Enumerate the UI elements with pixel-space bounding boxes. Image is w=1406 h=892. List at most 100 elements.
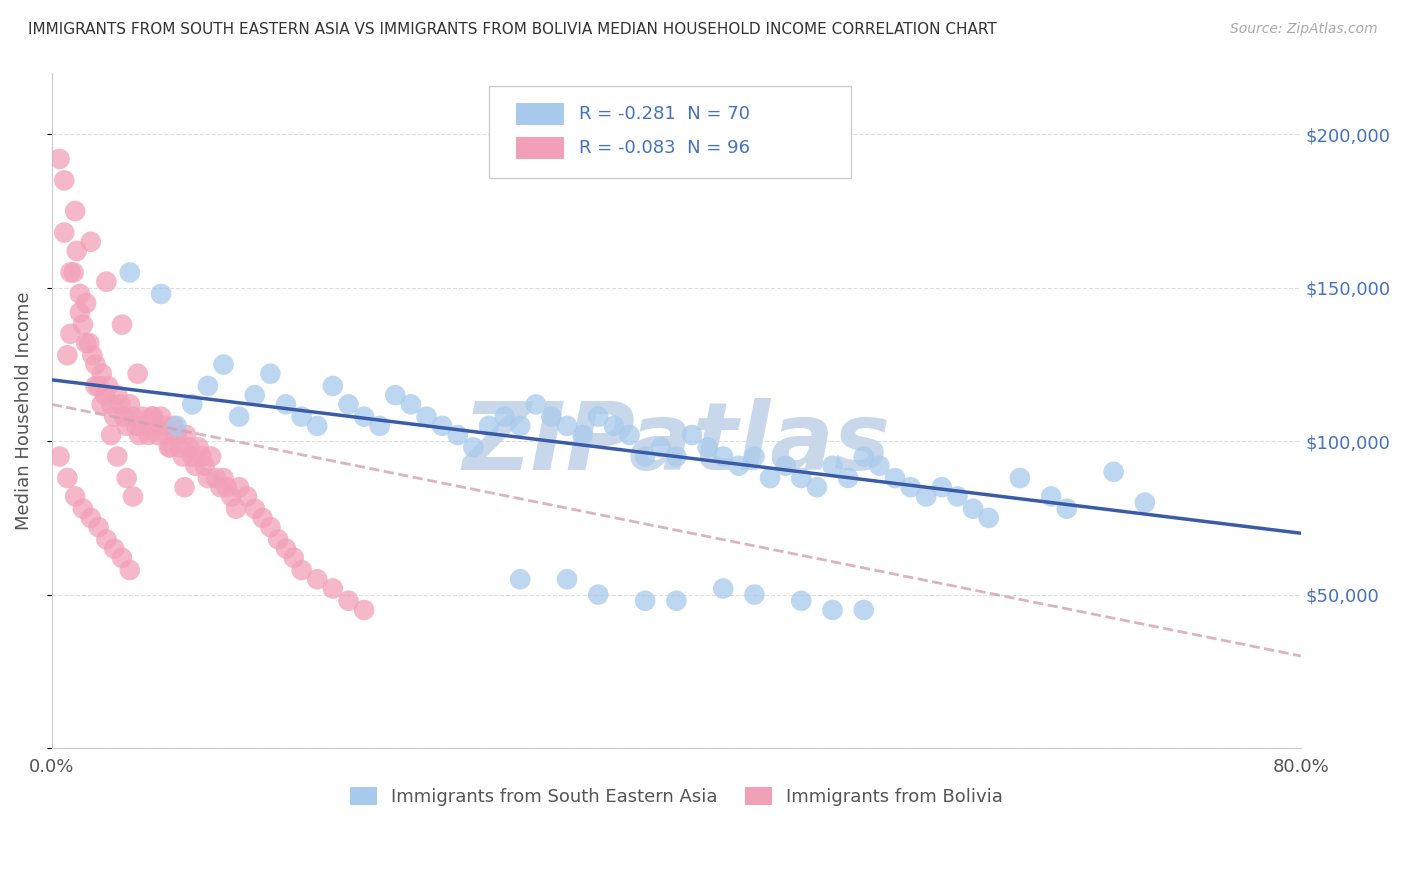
Point [744, 450, 766, 464]
Point [1102, 465, 1125, 479]
Point [509, 418, 531, 433]
Point [322, 582, 344, 596]
Point [243, 501, 266, 516]
Point [430, 418, 453, 433]
Point [179, 440, 201, 454]
FancyBboxPatch shape [489, 87, 851, 178]
Point [96, 275, 118, 289]
Point [128, 428, 150, 442]
Point [77, 336, 100, 351]
Point [103, 409, 125, 424]
Point [619, 428, 641, 442]
Point [87, 520, 110, 534]
Point [174, 428, 197, 442]
Point [759, 471, 782, 485]
Legend: Immigrants from South Eastern Asia, Immigrants from Bolivia: Immigrants from South Eastern Asia, Immi… [343, 780, 1011, 814]
Point [494, 409, 516, 424]
Point [962, 501, 984, 516]
Point [478, 418, 501, 433]
Point [868, 458, 890, 473]
Point [821, 458, 844, 473]
Point [852, 603, 875, 617]
Point [650, 440, 672, 454]
Point [181, 450, 204, 464]
Point [63, 204, 86, 219]
Point [115, 418, 138, 433]
Point [806, 480, 828, 494]
Point [62, 265, 84, 279]
Point [946, 490, 969, 504]
Point [87, 379, 110, 393]
Point [291, 409, 314, 424]
Point [790, 593, 813, 607]
Point [267, 533, 290, 547]
Point [1133, 495, 1156, 509]
Point [588, 588, 610, 602]
Point [69, 286, 91, 301]
Point [665, 450, 688, 464]
Point [110, 397, 132, 411]
Point [75, 296, 97, 310]
Point [131, 409, 153, 424]
Point [48, 152, 70, 166]
Point [225, 501, 247, 516]
Point [696, 440, 718, 454]
Point [184, 458, 207, 473]
Point [84, 358, 107, 372]
Point [115, 471, 138, 485]
Point [274, 541, 297, 556]
Point [555, 572, 578, 586]
Point [209, 480, 232, 494]
Point [415, 409, 437, 424]
Point [399, 397, 422, 411]
Point [603, 418, 626, 433]
Point [200, 450, 222, 464]
Point [283, 550, 305, 565]
Point [105, 450, 128, 464]
Point [69, 305, 91, 319]
Point [711, 450, 734, 464]
Point [143, 418, 166, 433]
Bar [516, 103, 564, 125]
Text: R = -0.083  N = 96: R = -0.083 N = 96 [579, 139, 749, 157]
Point [775, 458, 797, 473]
Point [72, 318, 94, 332]
Point [96, 533, 118, 547]
Point [103, 541, 125, 556]
Point [181, 397, 204, 411]
Point [711, 582, 734, 596]
Point [56, 471, 79, 485]
Point [212, 358, 235, 372]
Point [194, 458, 217, 473]
Point [66, 244, 89, 258]
Point [166, 428, 188, 442]
Y-axis label: Median Household Income: Median Household Income [15, 292, 32, 530]
Point [197, 471, 219, 485]
Point [837, 471, 859, 485]
Point [821, 603, 844, 617]
Point [97, 379, 120, 393]
Point [291, 563, 314, 577]
Point [105, 388, 128, 402]
Point [634, 593, 657, 607]
Point [571, 428, 593, 442]
Point [90, 367, 112, 381]
Point [80, 235, 103, 249]
Point [111, 550, 134, 565]
Point [122, 490, 145, 504]
Text: Source: ZipAtlas.com: Source: ZipAtlas.com [1230, 22, 1378, 37]
Point [75, 336, 97, 351]
Point [59, 326, 82, 341]
Point [307, 572, 329, 586]
Point [931, 480, 953, 494]
Point [53, 226, 76, 240]
Point [447, 428, 470, 442]
Point [142, 409, 165, 424]
Point [146, 428, 169, 442]
Point [127, 367, 149, 381]
Text: IMMIGRANTS FROM SOUTH EASTERN ASIA VS IMMIGRANTS FROM BOLIVIA MEDIAN HOUSEHOLD I: IMMIGRANTS FROM SOUTH EASTERN ASIA VS IM… [28, 22, 997, 37]
Point [157, 440, 180, 454]
Point [169, 440, 191, 454]
Point [118, 265, 141, 279]
Point [156, 428, 179, 442]
